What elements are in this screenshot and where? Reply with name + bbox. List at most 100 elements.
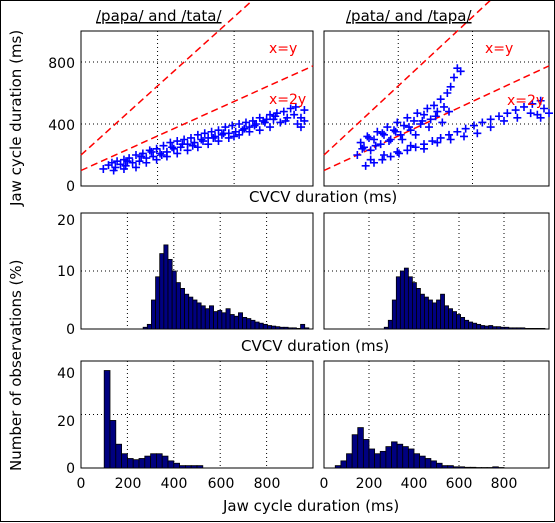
hist3-xtick-200: 200 xyxy=(115,476,142,492)
hist1-bar xyxy=(193,300,197,329)
hist2-bar xyxy=(485,326,489,329)
hist4-bar xyxy=(392,442,398,468)
hist3-bar xyxy=(180,466,186,468)
hist3-bar xyxy=(104,371,110,468)
hist1-bar xyxy=(218,310,222,329)
hist3-xtick-800: 800 xyxy=(254,476,281,492)
hist1-bar xyxy=(180,288,184,329)
hist1-bar xyxy=(209,306,213,329)
hist4-bar xyxy=(431,461,437,468)
hist1-bar xyxy=(280,327,284,329)
hist1-bar xyxy=(230,315,234,330)
hist2-bar xyxy=(533,328,537,329)
hist1-bar xyxy=(160,254,164,329)
hist4-bar xyxy=(369,449,375,468)
hist2-bar xyxy=(465,320,469,329)
hist3-bar xyxy=(168,461,174,468)
hist2-bar xyxy=(497,327,501,329)
hist1-bar xyxy=(176,283,180,329)
hist4-bar xyxy=(397,444,403,468)
hist3-bar xyxy=(191,466,197,468)
hist2-bar xyxy=(509,328,513,329)
hist1-bar xyxy=(267,326,271,329)
hist1-bar xyxy=(185,294,189,329)
hist1-bar xyxy=(151,300,155,329)
hist3-xtick-600: 600 xyxy=(208,476,235,492)
hist4-bar xyxy=(363,439,369,468)
hist2-bar xyxy=(384,327,388,329)
hist3-bar xyxy=(116,444,122,468)
hist3-bar xyxy=(110,420,116,468)
hist3-bar xyxy=(156,454,162,468)
hist1-bar xyxy=(247,319,251,329)
hist4-xtick-0: 0 xyxy=(320,476,329,492)
hist4-bar xyxy=(380,451,386,468)
hist1-bar xyxy=(296,328,300,329)
scatter-ytick-0: 0 xyxy=(66,179,75,195)
hist2-bar xyxy=(537,328,541,329)
hist4-bar xyxy=(341,461,347,468)
hist-panel-2 xyxy=(324,213,549,329)
hist2-bar xyxy=(457,315,461,330)
hist2-bar xyxy=(420,294,424,329)
hist2-bar xyxy=(432,303,436,329)
hist2-bar xyxy=(416,288,420,329)
scatter-panel-1: /papa/ and /tata/ 0 400 800 x=y x=2y xyxy=(48,1,313,195)
hist3-bar xyxy=(133,460,139,468)
hist4-xtick-800: 800 xyxy=(491,476,518,492)
hist1-bar xyxy=(143,327,147,329)
hist1-bar xyxy=(147,324,151,329)
hist1-bar xyxy=(284,327,288,329)
hist1-ytick-0: 0 xyxy=(66,322,75,338)
hist2-bar xyxy=(396,277,400,329)
hist4-bar xyxy=(459,467,465,468)
hist2-bar xyxy=(541,328,545,329)
hist3-xtick-0: 0 xyxy=(77,476,86,492)
hist3-bar xyxy=(139,458,145,468)
hist4-xtick-400: 400 xyxy=(401,476,428,492)
hist1-bar xyxy=(292,328,296,329)
scatter-panel-1-ref-x2y: x=2y xyxy=(269,92,306,108)
hist2-bar xyxy=(529,328,533,329)
hist2-bar xyxy=(428,300,432,329)
hist3-ytick-20: 20 xyxy=(57,414,75,430)
hist4-bar xyxy=(386,447,392,468)
hist1-bar xyxy=(172,271,176,329)
hist1-bar xyxy=(276,327,280,329)
scatter-panel-2-ref-x2y: x=2y xyxy=(507,93,544,109)
hist3-bar xyxy=(197,466,203,468)
hist4-bar xyxy=(375,454,381,468)
hist1-bar xyxy=(259,323,263,329)
hist4-xtick-200: 200 xyxy=(356,476,383,492)
hist1-xlabel: CVCV duration (ms) xyxy=(241,337,389,355)
hist1-bar xyxy=(164,245,168,329)
hist-panel-4: 0 200 400 600 800 xyxy=(320,361,549,492)
hist2-bar xyxy=(408,277,412,329)
hist4-bar xyxy=(420,456,426,468)
hist4-xtick-600: 600 xyxy=(446,476,473,492)
hist3-bar xyxy=(127,458,133,468)
hist2-bar xyxy=(449,309,453,329)
hist3-xtick-400: 400 xyxy=(161,476,188,492)
hist1-bar xyxy=(226,309,230,329)
hist2-bar xyxy=(489,326,493,329)
hist1-bar xyxy=(263,324,267,329)
hist2-bar xyxy=(445,306,449,329)
hist3-bar xyxy=(145,456,151,468)
hist2-bar xyxy=(521,328,525,329)
hist4-bar xyxy=(448,466,454,468)
hist2-bar xyxy=(481,326,485,329)
hist3-ytick-40: 40 xyxy=(57,366,75,382)
hist4-bar xyxy=(470,467,476,468)
hist4-bar xyxy=(347,454,353,468)
hist4-bar xyxy=(408,449,414,468)
hist3-bar xyxy=(185,466,191,468)
hist3-bar xyxy=(122,454,128,468)
hist2-bar xyxy=(469,322,473,329)
hist1-bar xyxy=(243,317,247,329)
hist2-bar xyxy=(453,312,457,329)
hist2-bar xyxy=(493,327,497,329)
hist4-bar xyxy=(493,467,499,468)
hist3-bar xyxy=(174,463,180,468)
